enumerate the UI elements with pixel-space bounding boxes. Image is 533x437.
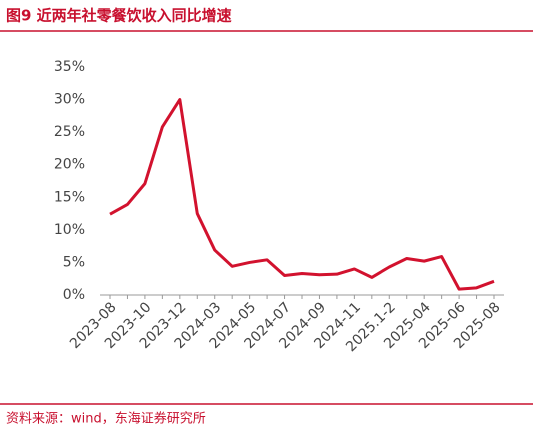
y-tick-label: 5% — [63, 254, 85, 270]
y-tick-label: 25% — [54, 124, 85, 140]
y-tick-label: 35% — [54, 59, 85, 75]
chart-title: 图9 近两年社零餐饮收入同比增速 — [6, 7, 232, 25]
y-tick-label: 10% — [54, 222, 85, 238]
source-note: 资料来源：wind，东海证券研究所 — [6, 411, 206, 427]
line-series — [109, 98, 495, 291]
y-tick-label: 30% — [54, 92, 85, 108]
y-tick-label: 20% — [54, 157, 85, 173]
y-tick-label: 15% — [54, 189, 85, 205]
y-tick-label: 0% — [63, 287, 85, 303]
